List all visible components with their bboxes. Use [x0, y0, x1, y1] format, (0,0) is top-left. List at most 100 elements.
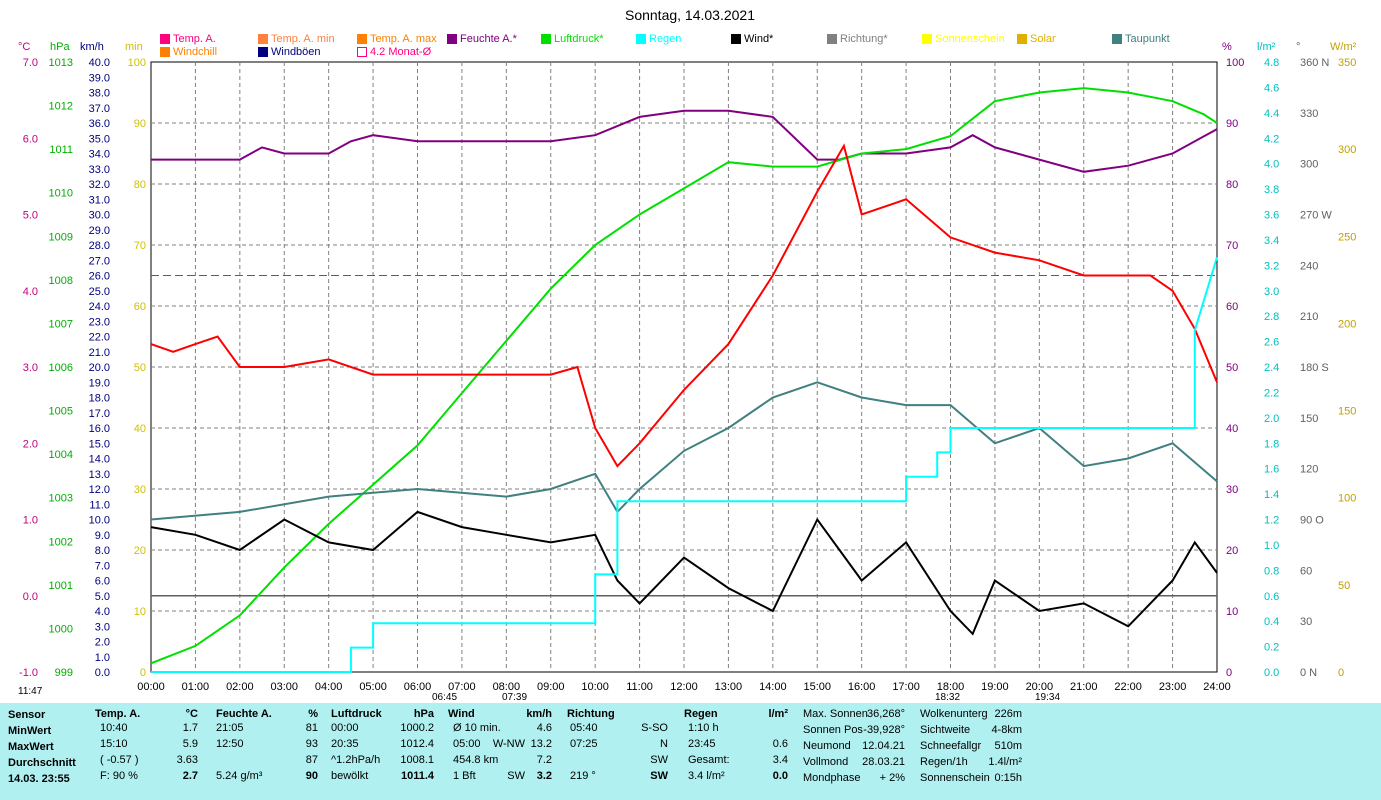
axis-tick-label: 38.0: [89, 88, 110, 100]
table-cell: 0.6: [772, 738, 788, 750]
axis-tick-label: 90: [134, 118, 146, 130]
axis-tick-label: 120: [1300, 464, 1318, 476]
axis-header: W/m²: [1330, 41, 1357, 53]
x-tick-label: 03:00: [270, 681, 298, 693]
legend-item: Luftdruck*: [541, 33, 604, 45]
axis-tick-label: 40: [1226, 423, 1238, 435]
axis-tick-label: 12.0: [89, 484, 110, 496]
legend-item: Sonnenschein: [922, 33, 1005, 45]
axis-tick-label: 90: [1226, 118, 1238, 130]
table-cell: 3.2: [536, 770, 552, 782]
table-cell: 81: [305, 722, 318, 734]
axis-tick-label: 0.4: [1264, 616, 1279, 628]
table-cell: Wind: [448, 708, 475, 720]
table-cell: Max. Sonnen: [803, 708, 868, 720]
astro-sunrise2: 07:39: [502, 692, 527, 703]
axis-tick-label: 2.6: [1264, 337, 1279, 349]
axis-tick-label: 22.0: [89, 332, 110, 344]
legend-label: Temp. A. max: [370, 33, 437, 45]
axis-tick-label: 180 S: [1300, 362, 1329, 374]
axis-tick-label: 4.0: [1264, 159, 1279, 171]
table-cell: Mondphase: [803, 772, 861, 784]
legend-swatch: [1112, 34, 1122, 44]
table-cell: 1011.4: [400, 770, 434, 782]
legend-item: Feuchte A.*: [447, 33, 517, 45]
table-cell: hPa: [413, 708, 434, 720]
table-cell: 5.9: [182, 738, 198, 750]
axis-tick-label: 1011: [49, 144, 73, 156]
legend-swatch: [541, 34, 551, 44]
axis-header: %: [1222, 41, 1232, 53]
legend-swatch: [160, 34, 170, 44]
legend-swatch: [160, 47, 170, 57]
axis-tick-label: 8.0: [95, 545, 110, 557]
table-cell: 87: [305, 754, 318, 766]
axis-tick-label: 1000: [49, 623, 73, 635]
axis-tick-label: -1.0: [19, 667, 38, 679]
table-cell: 1012.4: [400, 738, 434, 750]
table-cell: ^1.2hPa/h: [331, 754, 381, 766]
table-cell: 05:40: [570, 722, 598, 734]
axes: 7.06.05.04.03.02.01.00.0-1.0101310121011…: [18, 41, 1357, 679]
legend-swatch: [1017, 34, 1027, 44]
hpa-axis: 1013 1012 1011 1010 1009 1008 1007 1006 1005 1004…: [49, 57, 73, 679]
axis-tick-label: 1.6: [1264, 464, 1279, 476]
axis-tick-label: 250: [1338, 231, 1356, 243]
axis-tick-label: 150: [1338, 406, 1356, 418]
table-cell: SW: [650, 770, 668, 782]
col-sensor: Sensor MinWert MaxWert Durchschnitt 14.0…: [8, 709, 76, 785]
axis-tick-label: 70: [134, 240, 146, 252]
weather-chart: Sonntag, 14.03.2021 7.0 6.0 5.0 4.0 3.0 2.0 1.…: [18, 7, 1357, 703]
axis-tick-label: 50: [1338, 580, 1350, 592]
table-cell: 05:00: [453, 738, 481, 750]
axis-tick-label: 300: [1300, 159, 1318, 171]
x-tick-label: 01:00: [182, 681, 210, 693]
axis-tick-label: 5.0: [23, 210, 38, 222]
x-tick-label: 16:00: [848, 681, 876, 693]
axis-tick-label: 60: [1226, 301, 1238, 313]
axis-tick-label: 5.0: [95, 591, 110, 603]
table-cell: 3.4 l/m²: [688, 770, 725, 782]
table-cell: km/h: [526, 708, 552, 720]
axis-tick-label: 10: [134, 606, 146, 618]
legend-swatch: [447, 34, 457, 44]
axis-tick-label: 26.0: [89, 271, 110, 283]
axis-tick-label: 25.0: [89, 286, 110, 298]
axis-tick-label: 2.0: [23, 438, 38, 450]
axis-tick-label: 100: [128, 57, 146, 69]
table-cell: %: [308, 708, 318, 720]
summary-table: Sensor MinWert MaxWert Durchschnitt 14.0…: [0, 703, 1381, 800]
axis-tick-label: 11.0: [89, 499, 110, 511]
axis-tick-label: 360 N: [1300, 57, 1329, 69]
axis-tick-label: 30.0: [89, 210, 110, 222]
x-tick-label: 05:00: [359, 681, 387, 693]
axis-tick-label: 1004: [49, 449, 73, 461]
axis-tick-label: 30: [134, 484, 146, 496]
axis-tick-label: 3.0: [1264, 286, 1279, 298]
axis-tick-label: 4.4: [1264, 108, 1279, 120]
axis-tick-label: 2.0: [95, 637, 110, 649]
table-cell: Ø 10 min.: [453, 722, 501, 734]
axis-tick-label: 9.0: [95, 530, 110, 542]
chart-title: Sonntag, 14.03.2021: [625, 7, 755, 23]
legend-label: Taupunkt: [1125, 33, 1170, 45]
axis-tick-label: 300: [1338, 144, 1356, 156]
legend-label: 4.2 Monat-Ø: [370, 46, 432, 58]
axis-tick-label: 2.4: [1264, 362, 1279, 374]
axis-tick-label: 39.0: [89, 72, 110, 84]
legend-swatch: [357, 34, 367, 44]
axis-tick-label: 13.0: [89, 469, 110, 481]
legend-label: Temp. A. min: [271, 33, 335, 45]
table-cell: Gesamt:: [688, 754, 730, 766]
series-taupunkt: [150, 381, 1218, 521]
axis-tick-label: 2.2: [1264, 387, 1279, 399]
axis-tick-label: 7.0: [23, 57, 38, 69]
axis-tick-label: 1.8: [1264, 438, 1279, 450]
table-cell: 23:45: [688, 738, 716, 750]
axis-tick-label: 0.0: [23, 591, 38, 603]
axis-header: l/m²: [1257, 41, 1276, 53]
legend-item: Richtung*: [827, 33, 888, 45]
table-cell: Temp. A.: [95, 708, 141, 720]
x-tick-label: 11:00: [626, 681, 653, 693]
axis-tick-label: 50: [1226, 362, 1238, 374]
